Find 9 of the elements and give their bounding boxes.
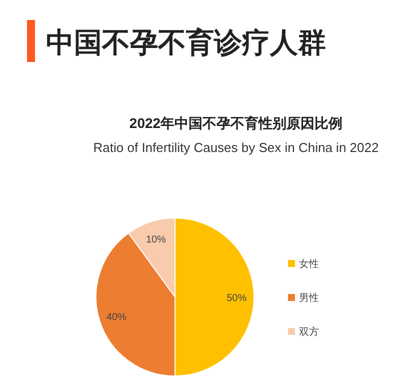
legend-label: 双方 [299,326,319,338]
chart-title: 2022年中国不孕不育性别原因比例 [129,115,343,131]
data-label: 10% [146,234,166,246]
data-label: 50% [226,293,247,304]
legend-label: 男性 [299,292,319,304]
data-label: 40% [106,312,127,324]
text: 中国不孕不育诊疗人群 [46,27,326,58]
legend-label: 女性 [299,258,319,270]
chart-subtitle: Ratio of Infertility Causes by Sex in China in 2022 [93,140,379,155]
